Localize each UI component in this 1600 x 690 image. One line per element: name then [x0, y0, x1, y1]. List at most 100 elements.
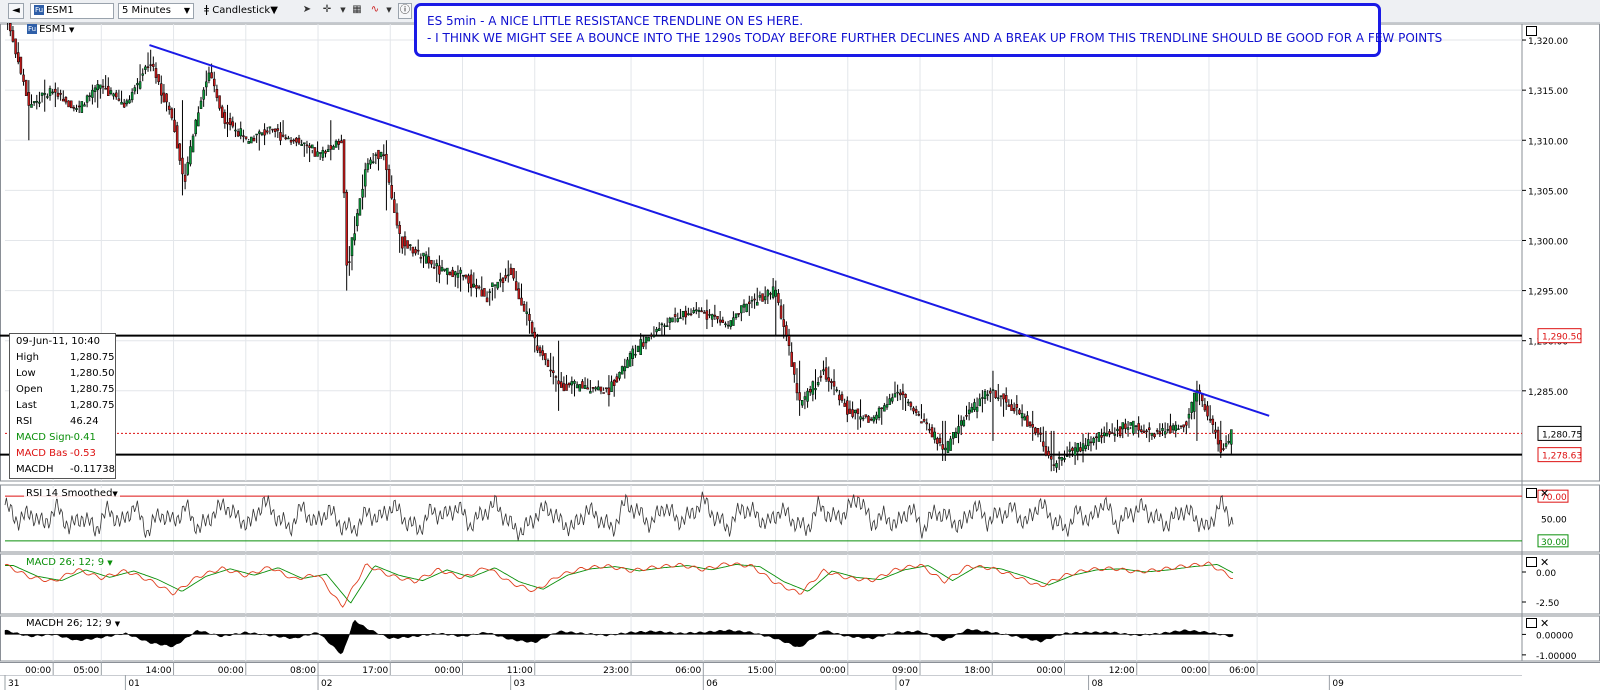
- maximize-icon[interactable]: [1526, 557, 1537, 567]
- chevron-down-icon[interactable]: ▼: [386, 6, 392, 14]
- candle-body: [766, 290, 770, 297]
- chevron-down-icon[interactable]: ▼: [340, 6, 346, 14]
- candle-body: [281, 134, 285, 137]
- close-icon[interactable]: ✕: [1540, 487, 1550, 500]
- candle-body: [308, 145, 311, 148]
- symbol-combo[interactable]: Fu ESM1: [30, 3, 114, 19]
- rsi-pane-label[interactable]: RSI 14 Smoothed▼: [24, 488, 120, 499]
- macdh-pane-label[interactable]: MACDH 26; 12; 9 ▼: [24, 618, 123, 629]
- candle-body: [1166, 429, 1170, 431]
- candle-body: [1049, 456, 1053, 460]
- candle-body: [27, 92, 31, 106]
- candle-body: [1118, 426, 1122, 436]
- candle-body: [533, 331, 536, 339]
- candle-body: [499, 279, 502, 282]
- cursor-icon[interactable]: ➤: [302, 4, 312, 15]
- candle-body: [477, 286, 481, 289]
- candle-body: [1023, 416, 1027, 421]
- candle-body: [1105, 432, 1109, 437]
- candle-body: [541, 350, 544, 356]
- candle-body: [1174, 424, 1177, 432]
- candle-body: [175, 125, 179, 149]
- candle-body: [22, 74, 25, 82]
- candle-body: [366, 163, 370, 170]
- candle-body: [228, 118, 232, 125]
- crosshair-icon[interactable]: ✛: [322, 4, 332, 15]
- candle-body: [636, 345, 640, 353]
- candle-body: [1108, 431, 1111, 435]
- candle-body: [234, 129, 237, 132]
- candle-body: [1057, 457, 1061, 459]
- candle-body: [101, 85, 105, 88]
- macd-pane-frame: [0, 553, 1600, 615]
- candle-body: [1158, 431, 1162, 435]
- candle-body: [612, 380, 616, 386]
- candle-body: [517, 288, 521, 300]
- chart-type-select[interactable]: ǂ Candlestick▼: [204, 3, 294, 19]
- candle-body: [205, 81, 208, 88]
- candle-body: [779, 305, 783, 319]
- candle-body: [77, 105, 81, 108]
- candle-body: [279, 132, 282, 141]
- candle-body: [528, 313, 531, 321]
- rsi-level-tag: [1537, 489, 1569, 503]
- maximize-icon[interactable]: [1526, 618, 1537, 628]
- time-tick-label: 00:00: [1181, 666, 1207, 676]
- candle-body: [856, 408, 860, 414]
- candle-body: [461, 274, 465, 277]
- candle-body: [252, 137, 256, 142]
- maximize-icon[interactable]: [1526, 26, 1537, 36]
- grid-icon[interactable]: ▦: [352, 4, 362, 15]
- candle-body: [342, 139, 346, 194]
- candle-body: [276, 128, 280, 131]
- info-icon[interactable]: ⓘ: [398, 3, 412, 19]
- rsi-pane-controls: ✕: [1526, 488, 1549, 499]
- candle-body: [488, 291, 491, 293]
- candle-body: [912, 407, 915, 412]
- data-window-value: -0.53: [70, 448, 96, 459]
- candle-body: [1110, 432, 1114, 434]
- candle-body: [668, 317, 672, 323]
- candle-body: [946, 441, 950, 453]
- close-icon[interactable]: ✕: [1540, 556, 1550, 569]
- candle-body: [1224, 443, 1228, 447]
- candle-body: [207, 72, 211, 81]
- candle-body: [419, 257, 423, 259]
- candle-body: [485, 297, 489, 303]
- candle-body: [1063, 457, 1066, 460]
- candle-body: [363, 169, 367, 187]
- candle-body: [295, 137, 298, 143]
- candle-body: [514, 281, 518, 291]
- candle-body: [816, 382, 820, 386]
- candle-body: [599, 386, 603, 392]
- instrument-label[interactable]: Fu ESM1 ▼: [27, 24, 74, 35]
- macd-pane-label[interactable]: MACD 26; 12; 9 ▼: [24, 557, 115, 568]
- candle-body: [393, 199, 396, 213]
- candle-body: [843, 402, 846, 407]
- candle-body: [247, 141, 250, 144]
- candle-body: [838, 394, 841, 401]
- candle-body: [734, 313, 738, 318]
- candle-body: [1060, 457, 1064, 461]
- indicator-icon[interactable]: ∿: [370, 4, 380, 15]
- scroll-left-button[interactable]: ◄: [8, 3, 24, 19]
- candle-body: [930, 427, 934, 438]
- interval-select[interactable]: 5 Minutes ▼: [118, 3, 194, 19]
- candle-body: [951, 432, 955, 439]
- candle-body: [93, 87, 97, 92]
- annotation-note[interactable]: ES 5min - A NICE LITTLE RESISTANCE TREND…: [414, 3, 1442, 57]
- close-icon[interactable]: ✕: [1540, 617, 1550, 630]
- candle-body: [318, 152, 322, 154]
- candle-body: [244, 136, 248, 139]
- date-tick-label: 01: [128, 679, 139, 689]
- candle-body: [483, 288, 486, 297]
- candle-body: [520, 297, 523, 306]
- candle-body: [326, 149, 330, 152]
- maximize-icon[interactable]: [1526, 488, 1537, 498]
- candle-body: [398, 225, 401, 234]
- candle-body: [790, 351, 793, 367]
- candle-body: [1208, 418, 1212, 421]
- data-window-key: MACD Bas: [16, 448, 68, 459]
- data-window-rows: High 1,280.75 Low 1,280.50 Open 1,280.75 Last 1…: [10, 350, 115, 478]
- candle-body: [867, 415, 870, 423]
